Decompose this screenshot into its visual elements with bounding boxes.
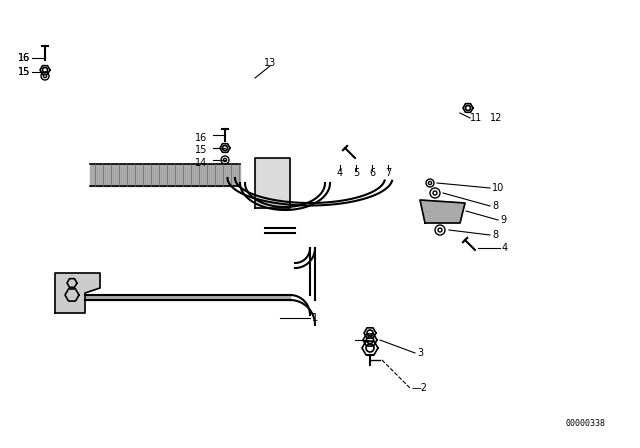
Text: 5: 5: [353, 168, 359, 178]
Text: 15: 15: [18, 67, 30, 77]
Text: —2: —2: [412, 383, 428, 393]
Text: 9: 9: [500, 215, 506, 225]
Text: 11: 11: [470, 113, 483, 123]
Text: 14: 14: [195, 158, 207, 168]
Text: 7: 7: [385, 168, 391, 178]
Text: 3: 3: [417, 348, 423, 358]
Polygon shape: [420, 200, 465, 223]
Text: 13: 13: [264, 58, 276, 68]
Text: 8: 8: [492, 201, 498, 211]
Text: 12: 12: [490, 113, 502, 123]
Text: 6: 6: [369, 168, 375, 178]
Text: 4: 4: [337, 168, 343, 178]
Text: 1: 1: [312, 313, 318, 323]
Text: 00000338: 00000338: [565, 418, 605, 427]
Text: 15: 15: [18, 67, 30, 77]
Text: 4: 4: [502, 243, 508, 253]
Text: 15: 15: [195, 145, 207, 155]
Text: 16: 16: [195, 133, 207, 143]
Text: 8: 8: [492, 230, 498, 240]
Text: 10: 10: [492, 183, 504, 193]
Text: 16: 16: [18, 53, 30, 63]
Polygon shape: [55, 273, 100, 313]
Text: 16: 16: [18, 53, 30, 63]
Polygon shape: [255, 158, 290, 208]
